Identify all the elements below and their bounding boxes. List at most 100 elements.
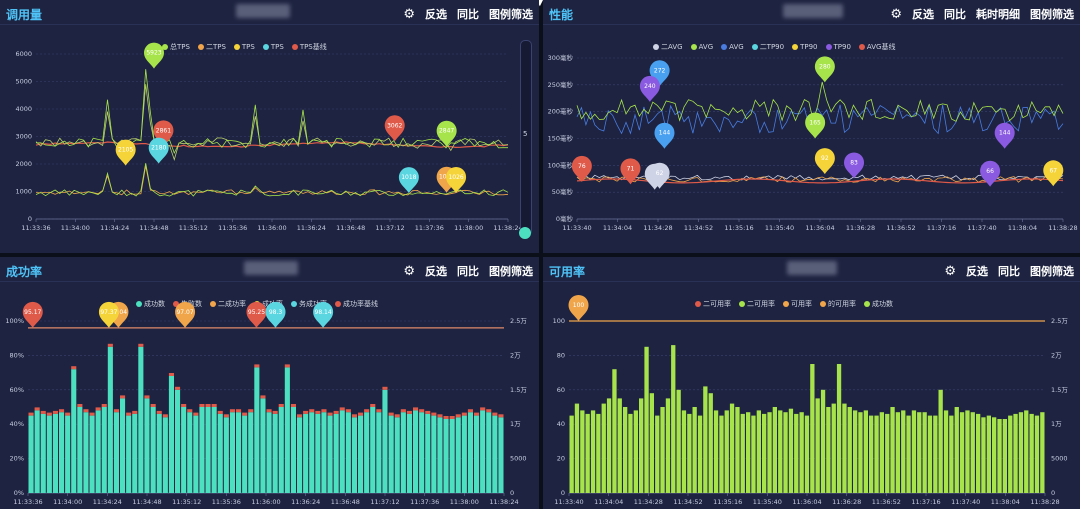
compare-button[interactable]: 同比 (998, 265, 1020, 278)
compare-button[interactable]: 同比 (457, 265, 479, 278)
bar-failure-segment (321, 409, 327, 413)
legend-item[interactable]: AVG (690, 42, 713, 52)
bar-failure-segment (248, 409, 254, 413)
legend-item[interactable]: 成功率基线 (335, 299, 378, 309)
legend-label: 成功率基线 (343, 300, 378, 308)
bar (965, 410, 970, 493)
chart-legend[interactable]: 二可用率 二可用率 可用率 的可用率 成功数 (695, 299, 893, 309)
x-tick-label: 11:36:04 (805, 224, 834, 232)
blurred-title (244, 261, 298, 275)
legend-item[interactable]: 失败数 (173, 299, 202, 309)
bar (719, 415, 724, 493)
bar-failure-segment (370, 404, 376, 407)
bar (917, 412, 922, 493)
legend-item[interactable]: 总TPS (162, 42, 190, 52)
bar (799, 412, 804, 493)
legend-item[interactable]: TP90 (825, 42, 851, 52)
bar-failure-segment (83, 409, 89, 413)
legend-item[interactable]: 成功数 (864, 299, 893, 309)
legend-item[interactable]: 可用率 (783, 299, 812, 309)
legend-swatch (792, 44, 799, 50)
legend-item[interactable]: 二可用率 (695, 299, 731, 309)
legend-item[interactable]: 二TP90 (751, 42, 784, 52)
invert-button[interactable]: 反选 (425, 8, 447, 21)
legend-filter-button[interactable]: 图例筛选 (1030, 265, 1074, 278)
gear-icon[interactable]: ⚙ (890, 6, 902, 22)
bar (890, 407, 895, 493)
bar (970, 412, 975, 493)
bar-failure-segment (358, 412, 364, 416)
legend-item[interactable]: TP90 (792, 42, 818, 52)
legend-item[interactable]: TPS (262, 42, 284, 52)
legend-swatch (820, 301, 826, 307)
bar (574, 403, 580, 493)
compare-button[interactable]: 同比 (944, 8, 966, 21)
legend-label: 成功数 (144, 300, 165, 308)
zoom-slider-track[interactable] (520, 40, 532, 236)
gear-icon[interactable]: ⚙ (944, 263, 956, 279)
legend-item[interactable]: 二可用率 (739, 299, 775, 309)
bar-failure-segment (388, 412, 394, 416)
y-tick-label: 40% (10, 420, 24, 428)
legend-item[interactable]: AVG (721, 42, 744, 52)
bar-failure-segment (382, 386, 388, 390)
legend-item[interactable]: 二AVG (653, 42, 683, 52)
y-tick-label: 60% (10, 386, 24, 394)
x-tick-label: 11:34:28 (634, 498, 663, 506)
invert-button[interactable]: 反选 (966, 265, 988, 278)
legend-filter-button[interactable]: 图例筛选 (1030, 8, 1074, 21)
chart-legend[interactable]: 总TPS 二TPS TPS TPS TPS基线 (162, 42, 327, 52)
marker-pin (246, 301, 267, 328)
data-point-marker: 95.17 (22, 301, 43, 328)
legend-filter-button[interactable]: 图例筛选 (489, 265, 533, 278)
compare-button[interactable]: 同比 (457, 8, 479, 21)
legend-swatch (858, 44, 865, 50)
bar (40, 413, 46, 493)
y-tick-label: 80% (10, 351, 24, 359)
legend-swatch (197, 44, 204, 50)
bar (703, 386, 708, 493)
legend-item[interactable]: 务成功率 (291, 299, 327, 309)
x-tick-label: 11:36:24 (291, 498, 320, 506)
data-point-marker: 98.14 (313, 301, 334, 328)
invert-button[interactable]: 反选 (425, 265, 447, 278)
data-point-marker: 97.37 (98, 301, 119, 328)
bar (762, 413, 767, 493)
legend-item[interactable]: 成功数 (136, 299, 165, 309)
y-tick-label: 6000 (15, 50, 32, 58)
bar-failure-segment (101, 404, 107, 407)
legend-item[interactable]: TPS基线 (291, 42, 327, 52)
legend-item[interactable]: AVG基线 (858, 42, 896, 52)
marker-pin (22, 301, 43, 328)
data-point-marker: 165 (805, 112, 826, 139)
legend-swatch (739, 301, 745, 307)
panel-toolbar: ⚙ 反选 同比 耗时明细 图例筛选 (890, 6, 1074, 22)
legend-label: 可用率 (791, 300, 812, 308)
latency-detail-button[interactable]: 耗时明细 (976, 8, 1020, 21)
marker-pin (568, 295, 589, 321)
legend-item[interactable]: 二成功率 (210, 299, 246, 309)
bar (333, 413, 339, 493)
legend-item[interactable]: TPS (233, 42, 255, 52)
x-tick-label: 11:34:52 (673, 498, 702, 506)
bar (649, 393, 654, 493)
bar (303, 413, 309, 493)
bar (911, 410, 917, 493)
invert-button[interactable]: 反选 (912, 8, 934, 21)
gear-icon[interactable]: ⚙ (403, 6, 415, 22)
panel-tps: 调用量 ⚙ 反选 同比 图例筛选 总TPS 二TPS TPS TPS TPS基线 0 10… (0, 0, 539, 253)
gear-icon[interactable]: ⚙ (403, 263, 415, 279)
zoom-slider-handle[interactable] (519, 227, 531, 239)
bar (671, 345, 676, 493)
chart-legend[interactable]: 二AVG AVG AVG 二TP90 TP90 TP90 AVG基线 (653, 42, 895, 52)
y-tick-label: 20 (557, 455, 565, 463)
legend-item[interactable]: 二TPS (197, 42, 226, 52)
legend-item[interactable]: 的可用率 (820, 299, 856, 309)
y-tick-label: 0% (14, 489, 24, 497)
legend-filter-button[interactable]: 图例筛选 (489, 8, 533, 21)
bar (193, 415, 199, 493)
bar (229, 412, 235, 493)
bar (138, 346, 144, 493)
legend-label: AVG基线 (866, 43, 896, 51)
